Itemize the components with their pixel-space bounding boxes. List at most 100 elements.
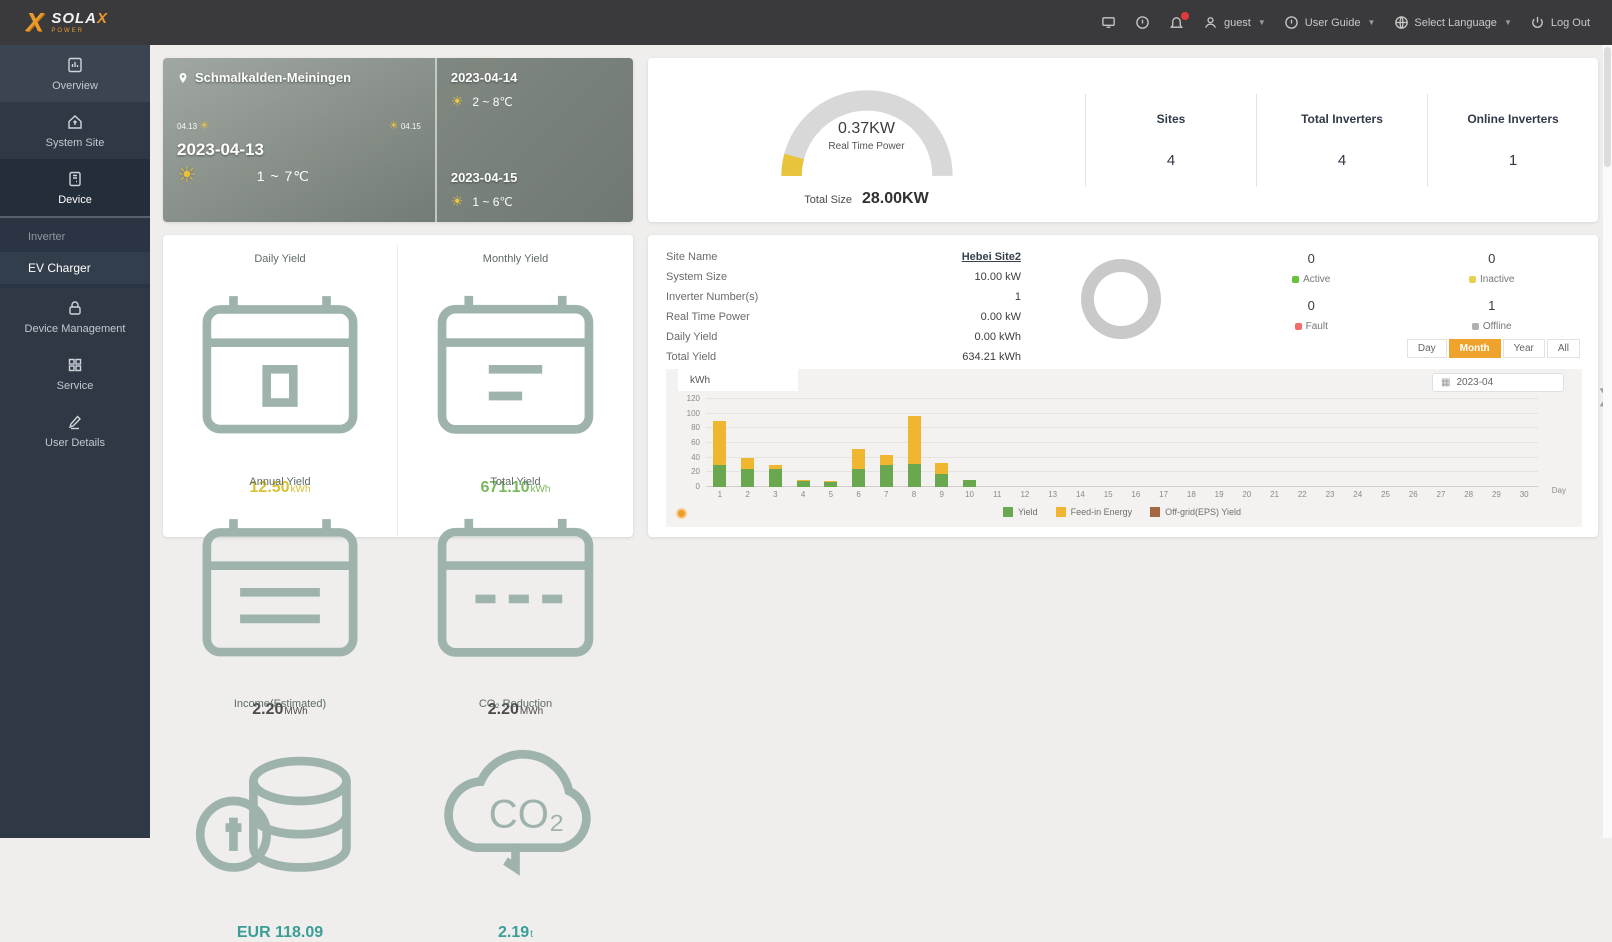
x-axis-tick: 17 bbox=[1150, 490, 1178, 499]
service-grid-icon bbox=[66, 356, 84, 374]
legend-item[interactable]: Off-grid(EPS) Yield bbox=[1150, 507, 1241, 517]
sidebar-item-user-details[interactable]: User Details bbox=[0, 402, 150, 459]
bar-day-16[interactable] bbox=[1122, 399, 1150, 487]
y-axis-tick: 40 bbox=[680, 453, 700, 462]
user-menu[interactable]: guest ▼ bbox=[1203, 15, 1266, 31]
x-axis-tick: 14 bbox=[1067, 490, 1095, 499]
bar-day-30[interactable] bbox=[1510, 399, 1538, 487]
monitor-icon[interactable] bbox=[1101, 15, 1117, 31]
sidebar-item-device[interactable]: Device bbox=[0, 159, 150, 216]
bar-day-29[interactable] bbox=[1483, 399, 1511, 487]
bar-segment bbox=[769, 469, 782, 487]
sun-cloud-icon: ☀ bbox=[177, 162, 197, 188]
bar-day-17[interactable] bbox=[1150, 399, 1178, 487]
bar-day-15[interactable] bbox=[1094, 399, 1122, 487]
sidebar-item-system-site[interactable]: System Site bbox=[0, 102, 150, 159]
bar-day-8[interactable] bbox=[900, 399, 928, 487]
yield-cell-total: Total Yield EUR 118.092.20MWh bbox=[398, 468, 633, 691]
range-all-button[interactable]: All bbox=[1547, 339, 1580, 358]
x-axis-tick: 10 bbox=[956, 490, 984, 499]
bar-day-11[interactable] bbox=[983, 399, 1011, 487]
select-language-menu[interactable]: Select Language ▼ bbox=[1393, 15, 1512, 31]
bar-day-28[interactable] bbox=[1455, 399, 1483, 487]
bar-day-2[interactable] bbox=[734, 399, 762, 487]
sidebar-item-overview[interactable]: Overview bbox=[0, 45, 150, 102]
bar-day-25[interactable] bbox=[1372, 399, 1400, 487]
weather-date-slider[interactable]: 04.13 ☀ ☀ 04.15 bbox=[177, 119, 421, 132]
submenu-item-inverter[interactable]: Inverter bbox=[0, 222, 150, 252]
range-day-button[interactable]: Day bbox=[1407, 339, 1447, 358]
x-axis-tick: 24 bbox=[1344, 490, 1372, 499]
house-icon bbox=[66, 113, 84, 131]
bar-day-4[interactable] bbox=[789, 399, 817, 487]
notification-bell-icon[interactable] bbox=[1169, 15, 1185, 31]
bar-day-22[interactable] bbox=[1288, 399, 1316, 487]
x-axis-tick: 6 bbox=[845, 490, 873, 499]
bar-day-12[interactable] bbox=[1011, 399, 1039, 487]
yield-cell-monthly: Monthly Yield 671.10kWh bbox=[398, 245, 633, 468]
status-dot bbox=[1292, 276, 1299, 283]
user-guide-label: User Guide bbox=[1305, 17, 1361, 29]
brand-name: SOLAX bbox=[51, 11, 108, 26]
range-month-button[interactable]: Month bbox=[1449, 339, 1501, 358]
bar-day-5[interactable] bbox=[817, 399, 845, 487]
x-axis-tick: 1 bbox=[706, 490, 734, 499]
inverter-status-grid: 0 Active 0 Inactive 0 Fault 1 bbox=[1221, 247, 1582, 335]
user-icon bbox=[1203, 15, 1219, 31]
bar-day-23[interactable] bbox=[1316, 399, 1344, 487]
bar-day-1[interactable] bbox=[706, 399, 734, 487]
sidebar-item-service[interactable]: Service bbox=[0, 345, 150, 402]
bar-day-7[interactable] bbox=[872, 399, 900, 487]
legend-item[interactable]: Yield bbox=[1003, 507, 1038, 517]
bar-day-20[interactable] bbox=[1233, 399, 1261, 487]
co2-cloud-icon: CO₂ bbox=[402, 906, 629, 923]
bar-day-26[interactable] bbox=[1399, 399, 1427, 487]
scrollbar[interactable] bbox=[1603, 45, 1612, 838]
site-name-link[interactable]: Hebei Site2 bbox=[962, 251, 1021, 263]
sidebar-item-device-management[interactable]: Device Management bbox=[0, 288, 150, 345]
forecast-temp: 1 ~ 6℃ bbox=[472, 195, 513, 209]
forecast-temp: 2 ~ 8℃ bbox=[472, 95, 513, 109]
range-year-button[interactable]: Year bbox=[1503, 339, 1545, 358]
yield-cell-income: Income(Estimated) EUR 118.09 bbox=[163, 690, 398, 913]
log-out-button[interactable]: Log Out bbox=[1530, 15, 1590, 31]
bar-day-3[interactable] bbox=[761, 399, 789, 487]
bar-day-6[interactable] bbox=[845, 399, 873, 487]
status-offline: 1 Offline bbox=[1402, 298, 1583, 335]
bar-day-9[interactable] bbox=[928, 399, 956, 487]
sidebar-item-label: Service bbox=[57, 380, 94, 392]
brand-logo[interactable]: X SOLAX POWER bbox=[26, 7, 108, 38]
bar-day-14[interactable] bbox=[1067, 399, 1095, 487]
submenu-item-ev-charger[interactable]: EV Charger bbox=[0, 252, 150, 284]
bar-day-24[interactable] bbox=[1344, 399, 1372, 487]
bar-day-27[interactable] bbox=[1427, 399, 1455, 487]
alarm-icon[interactable] bbox=[1135, 15, 1151, 31]
bar-segment bbox=[880, 465, 893, 487]
realtime-power-label: Real Time Power bbox=[648, 141, 1085, 152]
x-axis-tick: 16 bbox=[1122, 490, 1150, 499]
bar-day-19[interactable] bbox=[1205, 399, 1233, 487]
bar-day-21[interactable] bbox=[1261, 399, 1289, 487]
info-row-total-yield: Total Yield 634.21 kWh bbox=[666, 347, 1021, 367]
x-axis-tick: 12 bbox=[1011, 490, 1039, 499]
legend-item[interactable]: Feed-in Energy bbox=[1056, 507, 1133, 517]
bar-day-18[interactable] bbox=[1177, 399, 1205, 487]
carousel-dot[interactable] bbox=[676, 508, 687, 519]
status-dot bbox=[1472, 323, 1479, 330]
bar-day-13[interactable] bbox=[1039, 399, 1067, 487]
inverter-status-donut bbox=[1081, 259, 1161, 339]
bar-segment bbox=[713, 465, 726, 487]
scrollbar-thumb[interactable] bbox=[1604, 47, 1611, 167]
weather-today-panel: Schmalkalden-Meiningen 04.13 ☀ ☀ 04.15 2… bbox=[163, 58, 435, 222]
info-row-inverter-number: Inverter Number(s) 1 bbox=[666, 287, 1021, 307]
bar-segment bbox=[713, 421, 726, 465]
y-axis-tick: 100 bbox=[680, 409, 700, 418]
status-dot bbox=[1469, 276, 1476, 283]
stat-total-inverters: Total Inverters 4 bbox=[1256, 94, 1427, 187]
month-date-picker[interactable]: ▦ 2023-04 bbox=[1432, 373, 1564, 392]
bar-segment bbox=[852, 469, 865, 487]
bar-day-10[interactable] bbox=[956, 399, 984, 487]
user-guide-menu[interactable]: User Guide ▼ bbox=[1284, 15, 1376, 31]
calendar-icon: ▦ bbox=[1441, 377, 1450, 388]
x-axis-tick: 7 bbox=[872, 490, 900, 499]
